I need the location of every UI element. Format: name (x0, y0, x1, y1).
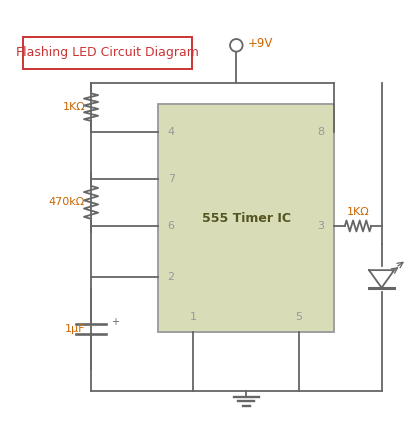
Text: 6: 6 (168, 221, 175, 231)
Text: 4: 4 (168, 127, 175, 137)
FancyBboxPatch shape (23, 37, 192, 69)
Text: 555 Timer IC: 555 Timer IC (202, 212, 291, 225)
Text: 1: 1 (190, 312, 197, 322)
Text: +9V: +9V (247, 37, 273, 50)
Text: Flashing LED Circuit Diagram: Flashing LED Circuit Diagram (16, 46, 199, 59)
Polygon shape (369, 270, 394, 288)
FancyBboxPatch shape (158, 104, 335, 332)
Text: 470kΩ: 470kΩ (49, 198, 85, 207)
Text: 1μF: 1μF (65, 324, 85, 334)
Text: 3: 3 (318, 221, 325, 231)
Text: 8: 8 (318, 127, 325, 137)
Text: 1KΩ: 1KΩ (347, 207, 369, 217)
Text: 2: 2 (168, 272, 175, 282)
Text: 5: 5 (296, 312, 303, 322)
Text: 7: 7 (168, 174, 175, 184)
Text: +: + (111, 317, 119, 327)
Text: 1KΩ: 1KΩ (62, 102, 85, 112)
